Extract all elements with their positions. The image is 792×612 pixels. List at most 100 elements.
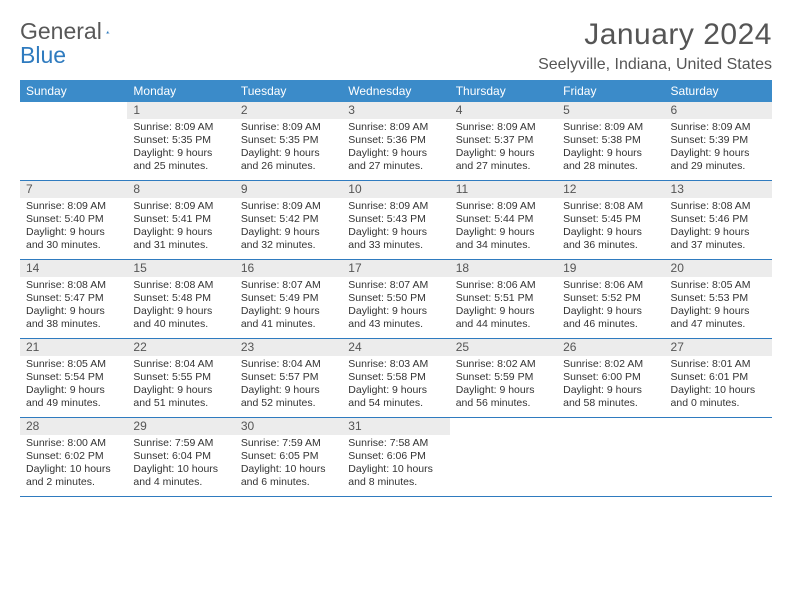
daylight-text: Daylight: 9 hours and 46 minutes. <box>563 305 658 331</box>
day-cell <box>557 418 664 496</box>
day-body: Sunrise: 8:09 AMSunset: 5:35 PMDaylight:… <box>127 119 234 178</box>
day-cell: 9Sunrise: 8:09 AMSunset: 5:42 PMDaylight… <box>235 181 342 259</box>
sunset-text: Sunset: 5:49 PM <box>241 292 336 305</box>
day-body <box>557 435 664 441</box>
day-number: 28 <box>20 418 127 435</box>
day-body: Sunrise: 8:08 AMSunset: 5:48 PMDaylight:… <box>127 277 234 336</box>
sunrise-text: Sunrise: 8:06 AM <box>456 279 551 292</box>
sunrise-text: Sunrise: 8:03 AM <box>348 358 443 371</box>
daylight-text: Daylight: 9 hours and 54 minutes. <box>348 384 443 410</box>
day-cell: 22Sunrise: 8:04 AMSunset: 5:55 PMDayligh… <box>127 339 234 417</box>
sunset-text: Sunset: 5:53 PM <box>671 292 766 305</box>
daylight-text: Daylight: 9 hours and 25 minutes. <box>133 147 228 173</box>
day-number: 15 <box>127 260 234 277</box>
sunrise-text: Sunrise: 8:05 AM <box>671 279 766 292</box>
daylight-text: Daylight: 10 hours and 6 minutes. <box>241 463 336 489</box>
sunset-text: Sunset: 6:05 PM <box>241 450 336 463</box>
sunrise-text: Sunrise: 8:08 AM <box>671 200 766 213</box>
day-cell: 11Sunrise: 8:09 AMSunset: 5:44 PMDayligh… <box>450 181 557 259</box>
day-body: Sunrise: 8:09 AMSunset: 5:38 PMDaylight:… <box>557 119 664 178</box>
daylight-text: Daylight: 9 hours and 47 minutes. <box>671 305 766 331</box>
week-row: 1Sunrise: 8:09 AMSunset: 5:35 PMDaylight… <box>20 102 772 181</box>
daylight-text: Daylight: 10 hours and 4 minutes. <box>133 463 228 489</box>
day-cell: 6Sunrise: 8:09 AMSunset: 5:39 PMDaylight… <box>665 102 772 180</box>
daylight-text: Daylight: 9 hours and 34 minutes. <box>456 226 551 252</box>
daylight-text: Daylight: 9 hours and 49 minutes. <box>26 384 121 410</box>
sail-icon <box>106 22 110 42</box>
day-cell: 13Sunrise: 8:08 AMSunset: 5:46 PMDayligh… <box>665 181 772 259</box>
day-cell: 16Sunrise: 8:07 AMSunset: 5:49 PMDayligh… <box>235 260 342 338</box>
day-number <box>665 418 772 435</box>
daylight-text: Daylight: 10 hours and 8 minutes. <box>348 463 443 489</box>
day-number: 17 <box>342 260 449 277</box>
day-number: 7 <box>20 181 127 198</box>
day-body: Sunrise: 8:03 AMSunset: 5:58 PMDaylight:… <box>342 356 449 415</box>
day-body: Sunrise: 8:09 AMSunset: 5:39 PMDaylight:… <box>665 119 772 178</box>
daylight-text: Daylight: 9 hours and 41 minutes. <box>241 305 336 331</box>
sunrise-text: Sunrise: 8:04 AM <box>133 358 228 371</box>
sunrise-text: Sunrise: 8:09 AM <box>456 121 551 134</box>
day-cell: 1Sunrise: 8:09 AMSunset: 5:35 PMDaylight… <box>127 102 234 180</box>
sunrise-text: Sunrise: 8:09 AM <box>133 200 228 213</box>
sunset-text: Sunset: 5:58 PM <box>348 371 443 384</box>
sunrise-text: Sunrise: 7:58 AM <box>348 437 443 450</box>
day-number: 4 <box>450 102 557 119</box>
sunrise-text: Sunrise: 8:02 AM <box>563 358 658 371</box>
day-number <box>450 418 557 435</box>
day-body: Sunrise: 8:05 AMSunset: 5:53 PMDaylight:… <box>665 277 772 336</box>
day-body: Sunrise: 7:58 AMSunset: 6:06 PMDaylight:… <box>342 435 449 494</box>
day-body: Sunrise: 8:00 AMSunset: 6:02 PMDaylight:… <box>20 435 127 494</box>
day-number: 20 <box>665 260 772 277</box>
day-number: 12 <box>557 181 664 198</box>
day-number: 25 <box>450 339 557 356</box>
day-cell: 14Sunrise: 8:08 AMSunset: 5:47 PMDayligh… <box>20 260 127 338</box>
sunset-text: Sunset: 5:52 PM <box>563 292 658 305</box>
day-cell: 20Sunrise: 8:05 AMSunset: 5:53 PMDayligh… <box>665 260 772 338</box>
day-body: Sunrise: 8:08 AMSunset: 5:47 PMDaylight:… <box>20 277 127 336</box>
daylight-text: Daylight: 9 hours and 56 minutes. <box>456 384 551 410</box>
daylight-text: Daylight: 9 hours and 58 minutes. <box>563 384 658 410</box>
sunset-text: Sunset: 5:39 PM <box>671 134 766 147</box>
day-number: 16 <box>235 260 342 277</box>
day-cell: 19Sunrise: 8:06 AMSunset: 5:52 PMDayligh… <box>557 260 664 338</box>
day-number: 23 <box>235 339 342 356</box>
sunset-text: Sunset: 5:59 PM <box>456 371 551 384</box>
daylight-text: Daylight: 9 hours and 29 minutes. <box>671 147 766 173</box>
day-number: 26 <box>557 339 664 356</box>
sunrise-text: Sunrise: 8:09 AM <box>133 121 228 134</box>
sunrise-text: Sunrise: 7:59 AM <box>133 437 228 450</box>
day-cell: 29Sunrise: 7:59 AMSunset: 6:04 PMDayligh… <box>127 418 234 496</box>
sunset-text: Sunset: 5:45 PM <box>563 213 658 226</box>
sunrise-text: Sunrise: 8:09 AM <box>456 200 551 213</box>
day-body <box>665 435 772 441</box>
sunrise-text: Sunrise: 8:01 AM <box>671 358 766 371</box>
day-cell: 24Sunrise: 8:03 AMSunset: 5:58 PMDayligh… <box>342 339 449 417</box>
day-number: 8 <box>127 181 234 198</box>
day-body <box>20 119 127 125</box>
day-cell: 10Sunrise: 8:09 AMSunset: 5:43 PMDayligh… <box>342 181 449 259</box>
sunrise-text: Sunrise: 7:59 AM <box>241 437 336 450</box>
sunset-text: Sunset: 5:43 PM <box>348 213 443 226</box>
day-body: Sunrise: 8:09 AMSunset: 5:36 PMDaylight:… <box>342 119 449 178</box>
sunrise-text: Sunrise: 8:08 AM <box>563 200 658 213</box>
daylight-text: Daylight: 9 hours and 52 minutes. <box>241 384 336 410</box>
sunset-text: Sunset: 5:42 PM <box>241 213 336 226</box>
daylight-text: Daylight: 9 hours and 36 minutes. <box>563 226 658 252</box>
day-number: 24 <box>342 339 449 356</box>
week-row: 14Sunrise: 8:08 AMSunset: 5:47 PMDayligh… <box>20 260 772 339</box>
day-number: 19 <box>557 260 664 277</box>
day-number: 11 <box>450 181 557 198</box>
day-number: 30 <box>235 418 342 435</box>
sunrise-text: Sunrise: 8:09 AM <box>671 121 766 134</box>
day-number: 5 <box>557 102 664 119</box>
sunset-text: Sunset: 5:40 PM <box>26 213 121 226</box>
location-subtitle: Seelyville, Indiana, United States <box>538 56 772 74</box>
sunset-text: Sunset: 5:35 PM <box>133 134 228 147</box>
day-cell: 17Sunrise: 8:07 AMSunset: 5:50 PMDayligh… <box>342 260 449 338</box>
dow-sunday: Sunday <box>20 80 127 102</box>
day-body: Sunrise: 8:08 AMSunset: 5:45 PMDaylight:… <box>557 198 664 257</box>
daylight-text: Daylight: 9 hours and 30 minutes. <box>26 226 121 252</box>
daylight-text: Daylight: 9 hours and 51 minutes. <box>133 384 228 410</box>
daylight-text: Daylight: 9 hours and 37 minutes. <box>671 226 766 252</box>
day-of-week-row: Sunday Monday Tuesday Wednesday Thursday… <box>20 80 772 102</box>
